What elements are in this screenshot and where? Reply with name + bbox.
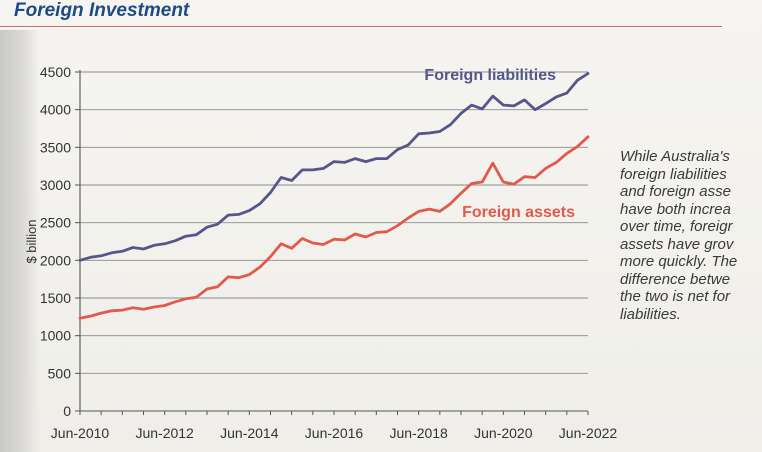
y-tick-label: 1500 bbox=[40, 290, 71, 306]
annotation-line: assets have grov bbox=[620, 235, 734, 253]
y-tick-label: 3000 bbox=[40, 177, 71, 193]
annotation-text: While Australia's foreign liabilities and … bbox=[620, 148, 762, 323]
page-title: Foreign Investment bbox=[14, 0, 190, 21]
y-tick-label: 4000 bbox=[40, 102, 71, 118]
y-tick-label: 3500 bbox=[40, 139, 71, 155]
annotation-line: the two is net for bbox=[620, 288, 731, 305]
left-page-edge bbox=[0, 30, 40, 452]
y-tick-label: 4500 bbox=[40, 64, 71, 80]
annotation-line: foreign liabilities bbox=[620, 165, 727, 183]
title-divider bbox=[0, 26, 722, 27]
annotation-line: over time, foreigr bbox=[620, 218, 733, 235]
y-tick-label: 1000 bbox=[40, 328, 71, 344]
x-tick-label: Jun-2022 bbox=[559, 425, 618, 441]
annotation-line: and foreign asse bbox=[620, 183, 731, 200]
x-tick-label: Jun-2014 bbox=[220, 425, 279, 441]
x-tick-label: Jun-2020 bbox=[474, 425, 533, 441]
y-tick-label: 500 bbox=[48, 365, 72, 381]
y-tick-label: 2000 bbox=[40, 252, 71, 268]
series-line-foreign-assets bbox=[78, 135, 590, 320]
annotation-line: have both increa bbox=[620, 200, 731, 218]
annotation-line: liabilities. bbox=[620, 305, 681, 323]
series-label-foreign-liabilities: Foreign liabilities bbox=[424, 67, 556, 84]
x-tick-label: Jun-2012 bbox=[135, 425, 194, 441]
y-axis-label: $ billion bbox=[24, 219, 39, 263]
x-tick-label: Jun-2016 bbox=[305, 425, 364, 441]
series-label-foreign-assets: Foreign assets bbox=[462, 204, 575, 221]
annotation-line: difference betwe bbox=[620, 270, 731, 288]
x-tick-label: Jun-2018 bbox=[389, 425, 448, 441]
x-tick-label: Jun-2010 bbox=[51, 425, 110, 441]
y-tick-label: 2500 bbox=[40, 215, 71, 231]
y-tick-label: 0 bbox=[63, 403, 71, 419]
annotation-line: more quickly. The bbox=[620, 253, 738, 270]
annotation-line: While Australia's bbox=[620, 148, 730, 165]
series-line-foreign-liabilities bbox=[78, 72, 590, 262]
